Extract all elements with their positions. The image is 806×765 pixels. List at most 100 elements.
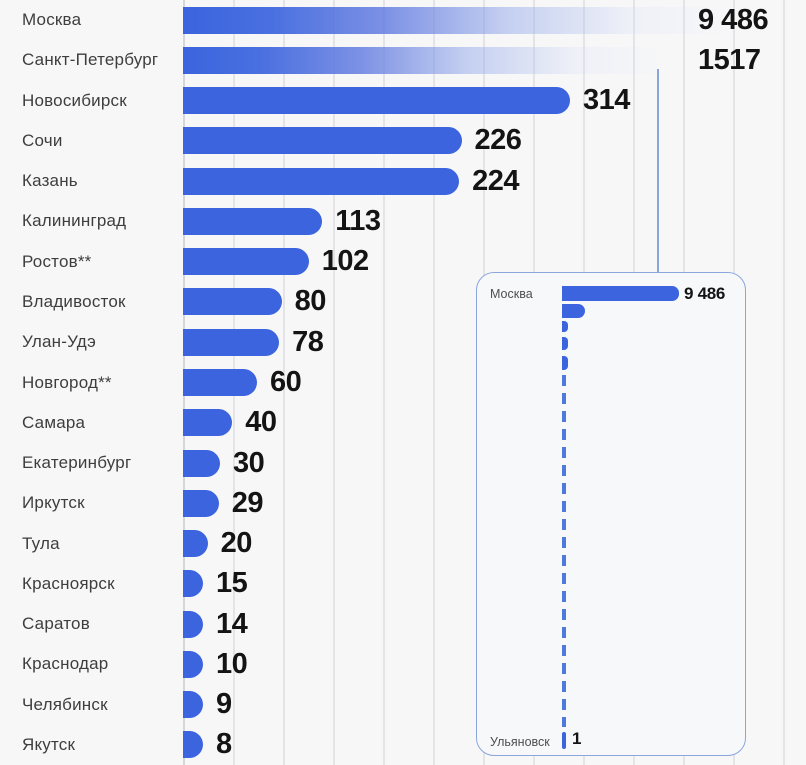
bar-area: 60 <box>183 362 806 402</box>
bar <box>183 691 203 719</box>
chart-row: Краснодар 10 <box>0 644 806 684</box>
category-label: Иркутск <box>22 493 85 513</box>
bar <box>183 650 203 678</box>
inset-collapsed-values-dashed-line <box>562 375 566 727</box>
value-label: 10 <box>216 647 248 680</box>
bar-area: 9 486 <box>183 0 806 40</box>
bar <box>183 570 203 598</box>
category-label: Красноярск <box>22 573 115 593</box>
inset-bottom-city-label: Ульяновск <box>490 735 550 749</box>
inset-tiny-bar <box>562 321 568 332</box>
value-label: 60 <box>269 366 302 399</box>
category-label: Краснодар <box>22 654 109 674</box>
bar <box>183 449 220 477</box>
chart-row: Иркутск 29 <box>0 483 806 523</box>
bar-area: 29 <box>183 483 806 523</box>
bar-area: 226 <box>183 121 806 161</box>
chart-row: Якутск 8 <box>0 725 806 765</box>
category-label: Москва <box>22 10 82 30</box>
grid-line <box>383 0 385 765</box>
value-label: 30 <box>232 446 265 479</box>
bar-area: 80 <box>183 282 806 322</box>
category-label: Тула <box>22 533 60 553</box>
grid-line <box>283 0 285 765</box>
bar <box>183 167 460 195</box>
chart-row: Сочи 226 <box>0 121 806 161</box>
category-label: Челябинск <box>22 694 108 714</box>
value-label: 224 <box>472 164 519 197</box>
category-label: Ростов** <box>22 251 92 271</box>
bar <box>183 530 208 558</box>
value-label: 113 <box>335 204 381 237</box>
category-label: Новосибирск <box>22 90 127 110</box>
bar-area: 9 <box>183 685 806 725</box>
value-label: 102 <box>321 245 369 278</box>
bar-area: 102 <box>183 242 806 282</box>
chart-row: Красноярск 15 <box>0 564 806 604</box>
value-label: 8 <box>216 728 232 761</box>
category-label: Калининград <box>22 211 127 231</box>
value-label: 1517 <box>698 43 761 76</box>
bar <box>183 731 203 759</box>
inset-tiny-bar <box>562 337 568 350</box>
inset-leader-line <box>657 69 659 273</box>
chart-row: Новгород** 60 <box>0 362 806 402</box>
chart-row: Екатеринбург 30 <box>0 443 806 483</box>
chart-row: Калининград 113 <box>0 201 806 241</box>
bar-area: 8 <box>183 725 806 765</box>
category-label: Сочи <box>22 130 63 150</box>
bar <box>183 127 462 155</box>
inset-bottom-value: 1 <box>572 729 582 748</box>
category-label: Саратов <box>22 614 90 634</box>
inset-tiny-bar <box>562 356 568 370</box>
bar-area: 10 <box>183 644 806 684</box>
inset-full-scale-chart: Москва 9 486 Ульяновск 1 <box>476 272 746 756</box>
bar-area: 1517 <box>183 40 806 80</box>
category-label: Владивосток <box>22 291 126 311</box>
chart-row: Москва 9 486 <box>0 0 806 40</box>
bar-area: 314 <box>183 81 806 121</box>
bar <box>183 610 203 638</box>
bar <box>183 409 233 437</box>
bar-area: 20 <box>183 523 806 563</box>
chart-row: Улан-Удэ 78 <box>0 322 806 362</box>
bar <box>183 248 309 276</box>
chart-row: Самара 40 <box>0 403 806 443</box>
category-label: Самара <box>22 412 86 432</box>
inset-top-city-label: Москва <box>490 287 533 301</box>
bar <box>183 369 257 397</box>
chart-row: Владивосток 80 <box>0 282 806 322</box>
value-label: 29 <box>231 486 264 519</box>
bar-area: 40 <box>183 403 806 443</box>
inset-second-bar <box>562 304 585 318</box>
bar <box>183 288 282 316</box>
chart-row: Новосибирск 314 <box>0 81 806 121</box>
grid-line <box>333 0 335 765</box>
value-label: 314 <box>583 84 630 117</box>
category-label: Казань <box>22 171 78 191</box>
category-label: Якутск <box>22 734 76 754</box>
category-label: Новгород** <box>22 372 112 392</box>
inset-bottom-bar <box>562 732 566 749</box>
value-label: 15 <box>216 567 248 600</box>
value-label: 40 <box>245 406 277 439</box>
value-label: 14 <box>216 607 248 640</box>
grid-line <box>783 0 785 765</box>
category-label: Улан-Удэ <box>22 332 96 352</box>
inset-top-bar <box>562 286 679 301</box>
value-label: 9 486 <box>698 3 769 36</box>
bar <box>183 87 570 115</box>
chart-row: Ростов** 102 <box>0 242 806 282</box>
chart-row: Казань 224 <box>0 161 806 201</box>
value-label: 226 <box>474 124 522 157</box>
value-label: 20 <box>220 527 253 560</box>
category-label: Екатеринбург <box>22 453 132 473</box>
bar-area: 15 <box>183 564 806 604</box>
bar <box>183 6 740 34</box>
chart-row: Санкт-Петербург 1517 <box>0 40 806 80</box>
bar-area: 224 <box>183 161 806 201</box>
value-label: 9 <box>216 688 232 721</box>
chart-row: Челябинск 9 <box>0 685 806 725</box>
